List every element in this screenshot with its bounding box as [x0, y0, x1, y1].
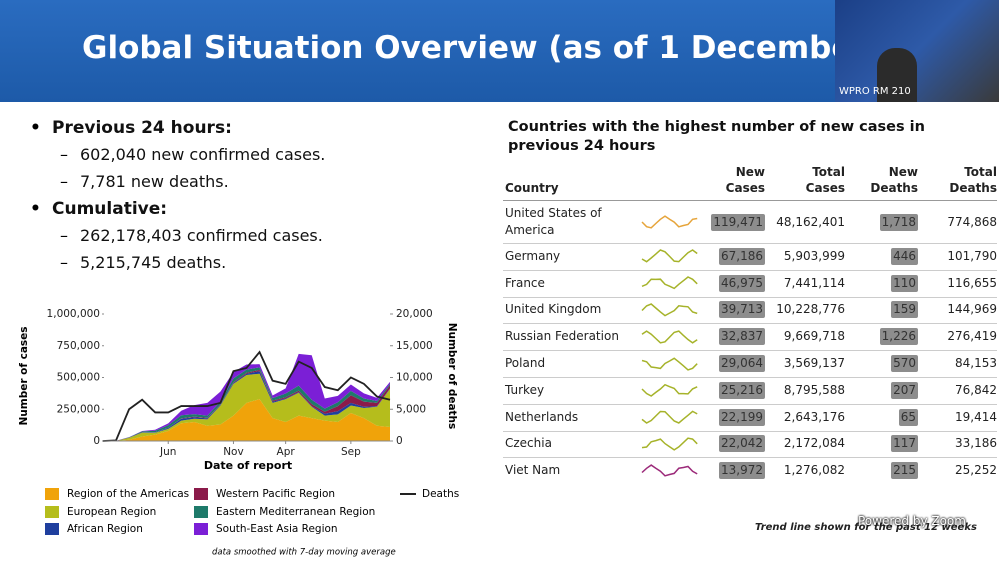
legend-swatch [194, 523, 208, 535]
legend-label: Western Pacific Region [216, 488, 335, 500]
x-tick-label: Nov [223, 446, 244, 458]
zoom-watermark: Powered by Zoom [858, 514, 966, 528]
x-tick-label: Apr [277, 446, 296, 458]
page: Global Situation Overview (as of 1 Decem… [0, 0, 999, 563]
chart-note: data smoothed with 7-day moving average [212, 548, 396, 558]
y-tick-label: 750,000 [57, 340, 100, 352]
x-tick-label: Sep [341, 446, 361, 458]
chart: 0 250,000 500,000 750,000 1,000,000 0 5,000 10,… [0, 0, 999, 563]
y2-axis-title: Number of deaths [446, 323, 458, 430]
y2-tick-label: 5,000 [396, 403, 426, 415]
legend-label: South-East Asia Region [216, 523, 338, 535]
legend-label: Region of the Americas [67, 488, 189, 500]
x-tick-label: Jun [159, 446, 176, 458]
legend-label: African Region [67, 523, 143, 535]
x-axis-title: Date of report [204, 459, 292, 472]
legend-swatch [45, 506, 59, 518]
y2-tick-label: 0 [396, 435, 403, 447]
y-axis-title: Number of cases [18, 326, 30, 425]
y-tick-label: 0 [93, 435, 100, 447]
legend-label: Eastern Mediterranean Region [216, 506, 375, 518]
y-tick-label: 1,000,000 [47, 308, 100, 320]
legend-swatch [194, 488, 208, 500]
legend-label: Deaths [422, 488, 459, 500]
legend-swatch [45, 523, 59, 535]
y2-tick-label: 20,000 [396, 308, 433, 320]
y2-tick-label: 15,000 [396, 340, 433, 352]
legend-swatch [194, 506, 208, 518]
legend-label: European Region [67, 506, 156, 518]
y-tick-label: 500,000 [57, 372, 100, 384]
legend-swatch [45, 488, 59, 500]
y2-tick-label: 10,000 [396, 372, 433, 384]
y-tick-label: 250,000 [57, 403, 100, 415]
